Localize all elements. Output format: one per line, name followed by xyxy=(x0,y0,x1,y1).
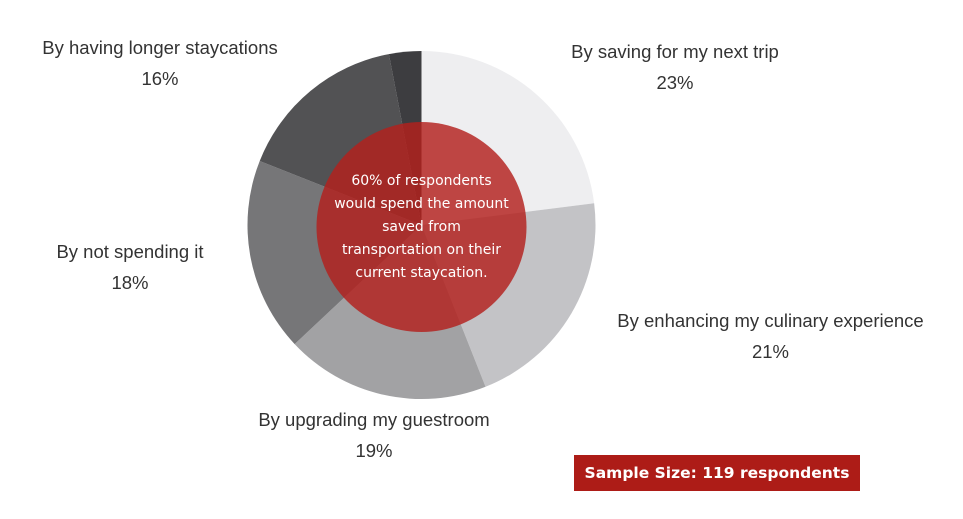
callout-line: transportation on their xyxy=(341,242,502,258)
label-pct: 16% xyxy=(141,68,179,89)
sample-size-badge: Sample Size: 119 respondents xyxy=(574,455,860,491)
label-pct: 19% xyxy=(355,440,393,461)
label-culinary-experience: By enhancing my culinary experience 21% xyxy=(598,305,943,367)
callout-line: current staycation. xyxy=(355,265,488,281)
label-longer-staycations: By having longer staycations 16% xyxy=(25,32,295,94)
callout-line: 60% of respondents xyxy=(351,173,492,189)
label-pct: 18% xyxy=(111,272,149,293)
center-overlay-circle xyxy=(316,122,527,332)
callout-line: would spend the amount xyxy=(334,196,509,212)
label-name: By having longer staycations xyxy=(42,37,278,58)
label-name: By not spending it xyxy=(56,241,204,262)
label-name: By saving for my next trip xyxy=(571,41,779,62)
center-callout-text: 60% of respondents would spend the amoun… xyxy=(316,170,527,285)
label-name: By enhancing my culinary experience xyxy=(617,310,924,331)
callout-line: saved from xyxy=(382,219,461,235)
label-name: By upgrading my guestroom xyxy=(258,409,490,430)
label-pct: 21% xyxy=(751,341,790,362)
label-not-spending: By not spending it 18% xyxy=(40,236,220,298)
label-saving-next-trip: By saving for my next trip 23% xyxy=(555,36,795,98)
label-pct: 23% xyxy=(656,72,694,93)
label-upgrading-guestroom: By upgrading my guestroom 19% xyxy=(240,404,508,466)
